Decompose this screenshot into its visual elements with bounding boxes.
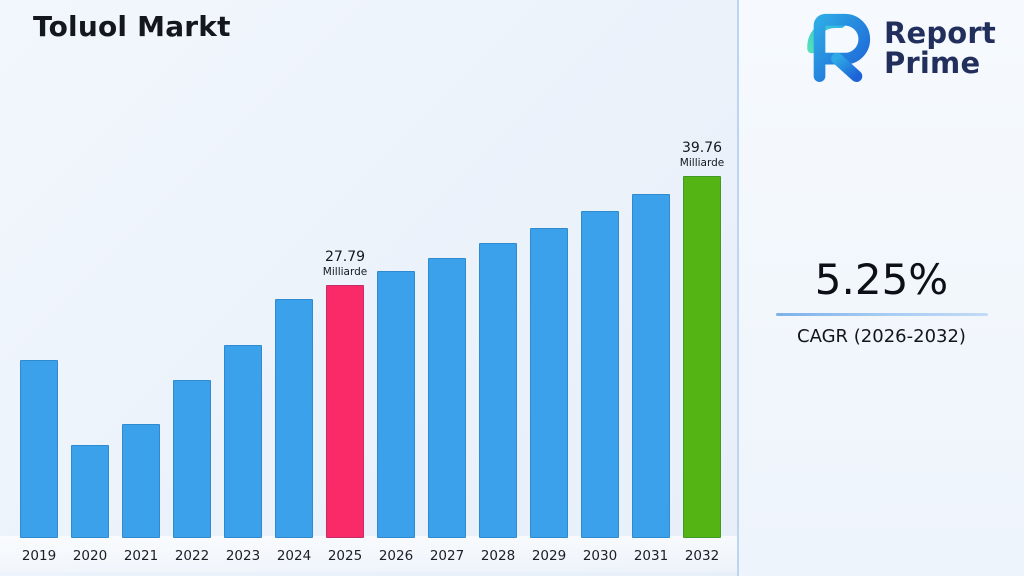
bar-column-2031	[632, 194, 670, 538]
bar-value-label-2025: 27.79 Milliarde	[322, 248, 368, 278]
x-axis-label-2027: 2027	[429, 548, 465, 564]
x-axis-label-2019: 2019	[21, 548, 57, 564]
x-axis-label-2031: 2031	[633, 548, 669, 564]
info-panel: Report Prime 5.25% CAGR (2026-2032)	[739, 0, 1024, 576]
bar-2020	[71, 445, 109, 538]
bar-2023	[224, 345, 262, 538]
bar-column-2027	[428, 258, 466, 538]
logo-word-prime: Prime	[883, 46, 981, 80]
bar-2022	[173, 380, 211, 538]
cagr-label: CAGR (2026-2032)	[797, 326, 966, 347]
bar-2024	[275, 299, 313, 538]
x-axis: 2019 2020 2021 2022 2023 2024 2025 2026 2027 2028…	[20, 548, 721, 564]
bar-column-2026	[377, 271, 415, 538]
bar-2029	[530, 228, 568, 538]
x-axis-label-2020: 2020	[72, 548, 108, 564]
bar-2030	[581, 211, 619, 538]
bar-2031	[632, 194, 670, 538]
bar-column-2032: 39.76 Milliarde	[679, 139, 725, 538]
bar-2021	[122, 424, 160, 538]
bar-2027	[428, 258, 466, 538]
chart-panel: Toluol Markt 27.79 Milliarde 39.76 Milliard…	[0, 10, 737, 572]
x-axis-label-2032: 2032	[684, 548, 720, 564]
bar-column-2028	[479, 243, 517, 538]
bar-2026	[377, 271, 415, 538]
page-title: Toluol Markt	[33, 10, 231, 43]
x-axis-label-2025: 2025	[327, 548, 363, 564]
bar-column-2022	[173, 380, 211, 538]
bar-column-2019	[20, 360, 58, 538]
x-axis-label-2024: 2024	[276, 548, 312, 564]
bar-column-2025: 27.79 Milliarde	[322, 248, 368, 538]
bar-value-label-2032: 39.76 Milliarde	[679, 139, 725, 169]
bar-column-2023	[224, 345, 262, 538]
x-axis-label-2029: 2029	[531, 548, 567, 564]
logo-word-report: Report	[883, 15, 996, 50]
bar-2025	[326, 285, 364, 538]
bar-2032	[683, 176, 721, 538]
bar-2028	[479, 243, 517, 538]
x-axis-label-2028: 2028	[480, 548, 516, 564]
cagr-value: 5.25%	[814, 255, 949, 304]
x-axis-label-2026: 2026	[378, 548, 414, 564]
x-axis-label-2022: 2022	[174, 548, 210, 564]
bar-column-2030	[581, 211, 619, 538]
report-prime-logo: Report Prime	[800, 10, 996, 86]
x-axis-label-2021: 2021	[123, 548, 159, 564]
bar-column-2021	[122, 424, 160, 538]
bar-column-2029	[530, 228, 568, 538]
logo-wordmark: Report Prime	[884, 18, 996, 78]
bar-column-2024	[275, 299, 313, 538]
cagr-stat: 5.25% CAGR (2026-2032)	[739, 255, 1024, 347]
bar-column-2020	[71, 445, 109, 538]
panel-divider	[737, 0, 739, 576]
bar-chart: 27.79 Milliarde 39.76 Milliarde	[20, 139, 725, 538]
logo-mark-icon	[800, 10, 876, 86]
stat-underline	[775, 313, 988, 316]
x-axis-label-2023: 2023	[225, 548, 261, 564]
bar-2019	[20, 360, 58, 538]
axis-background-strip	[0, 536, 737, 572]
x-axis-label-2030: 2030	[582, 548, 618, 564]
